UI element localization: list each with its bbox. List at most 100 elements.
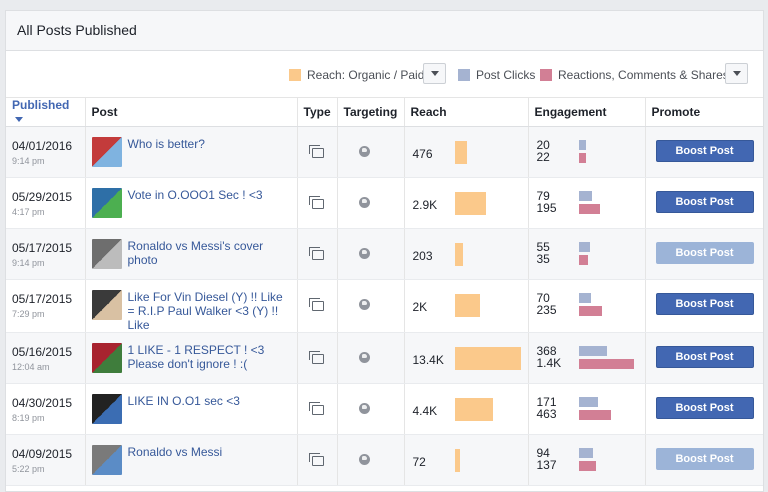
panel-title: All Posts Published [6,11,763,51]
post-thumbnail[interactable] [91,343,122,373]
chevron-down-icon [732,71,741,76]
reactions-value: 137 [536,458,557,472]
column-published[interactable]: Published [6,98,86,127]
boost-post-button[interactable]: Boost Post [655,397,754,419]
column-type[interactable]: Type [297,98,338,127]
table-row[interactable]: 05/17/2015 9:14 pm Ronaldo vs Messi's cove… [6,228,763,280]
boost-post-button[interactable]: Boost Post [655,140,754,162]
published-cell: 05/16/2015 12:04 am [6,332,86,384]
type-cell [297,383,338,435]
type-cell [297,332,338,384]
table-row[interactable]: 05/29/2015 4:17 pm Vote in O.OOO1 Sec ! <3… [6,177,763,229]
type-cell [297,177,338,229]
globe-icon [358,403,370,414]
post-thumbnail[interactable] [91,394,122,424]
published-cell: 04/09/2015 5:22 pm [6,434,86,486]
table-row[interactable]: 05/16/2015 12:04 am 1 LIKE - 1 RESPECT ! <… [6,332,763,384]
column-promote[interactable]: Promote [645,98,763,127]
reactions-bar [578,306,602,316]
reach-value: 2.9K [412,198,438,212]
column-post[interactable]: Post [85,98,298,127]
boost-post-button[interactable]: Boost Post [655,448,754,470]
globe-icon [358,454,370,465]
engagement-cell: 368 1.4K [528,332,646,384]
post-link[interactable]: Vote in O.OOO1 Sec ! <3 [127,188,263,202]
boost-post-button[interactable]: Boost Post [655,242,754,264]
reach-bar [454,294,480,317]
post-link[interactable]: Like For Vin Diesel (Y) !! Like = R.I.P … [127,290,283,332]
reactions-swatch-icon [540,69,552,81]
reach-dropdown-button[interactable] [423,63,446,84]
post-link[interactable]: LIKE IN O.O1 sec <3 [127,394,240,408]
post-link[interactable]: Ronaldo vs Messi [127,445,223,459]
table-row[interactable]: 04/30/2015 8:19 pm LIKE IN O.O1 sec <3 4.4K… [6,383,763,435]
post-clicks-bar [578,293,591,303]
type-cell [297,279,338,333]
clicks-swatch-icon [458,69,470,81]
reach-bar [454,243,463,266]
chevron-down-icon [430,71,439,76]
promote-cell: Boost Post [645,126,763,178]
legend-reactions-label: Reactions, Comments & Shares [558,68,729,82]
posts-table: Published Post Type Targeting Reach Enga… [6,98,763,486]
column-engagement[interactable]: Engagement [528,98,646,127]
reach-swatch-icon [289,69,301,81]
reach-value: 203 [412,249,433,263]
post-link[interactable]: 1 LIKE - 1 RESPECT ! <3 Please don't ign… [127,343,265,371]
engagement-cell: 20 22 [528,126,646,178]
reach-cell: 476 [404,126,529,178]
post-link[interactable]: Ronaldo vs Messi's cover photo [127,239,264,267]
post-clicks-bar [578,346,607,356]
post-thumbnail[interactable] [91,137,122,167]
column-targeting[interactable]: Targeting [337,98,405,127]
post-cell: Who is better? [85,126,298,178]
post-cell: LIKE IN O.O1 sec <3 [85,383,298,435]
post-thumbnail[interactable] [91,239,122,269]
reach-cell: 72 [404,434,529,486]
album-icon [308,298,324,311]
boost-post-button[interactable]: Boost Post [655,191,754,213]
post-clicks-value: 70 [536,291,550,305]
column-reach[interactable]: Reach [404,98,529,127]
table-row[interactable]: 04/01/2016 9:14 pm Who is better? 476 20 22 Bo… [6,126,763,178]
targeting-cell [337,228,405,280]
post-thumbnail[interactable] [91,445,122,475]
legend-reach-label: Reach: Organic / Paid [307,68,425,82]
post-thumbnail[interactable] [91,188,122,218]
reactions-bar [578,255,588,265]
legend-clicks: Post Clicks [458,68,535,82]
table-header-row: Published Post Type Targeting Reach Enga… [6,98,763,127]
globe-icon [358,352,370,363]
table-row[interactable]: 04/09/2015 5:22 pm Ronaldo vs Messi 72 94 137… [6,434,763,486]
post-date: 05/29/2015 [12,190,73,204]
post-clicks-bar [578,242,590,252]
targeting-cell [337,332,405,384]
reactions-value: 195 [536,201,557,215]
engagement-dropdown-button[interactable] [725,63,748,84]
post-time: 9:14 pm [12,156,45,166]
boost-post-button[interactable]: Boost Post [655,293,754,315]
published-cell: 04/01/2016 9:14 pm [6,126,86,178]
album-icon [308,196,324,209]
reach-bar [454,141,467,164]
post-link[interactable]: Who is better? [127,137,205,151]
post-clicks-value: 94 [536,446,550,460]
post-clicks-value: 20 [536,138,550,152]
album-icon [308,351,324,364]
table-row[interactable]: 05/17/2015 7:29 pm Like For Vin Diesel (Y)… [6,279,763,333]
all-posts-panel: All Posts Published Reach: Organic / Pai… [5,10,764,492]
post-time: 12:04 am [12,362,50,372]
album-icon [308,247,324,260]
globe-icon [358,248,370,259]
post-time: 8:19 pm [12,413,45,423]
legend-bar: Reach: Organic / Paid Post Clicks Reacti… [6,51,763,98]
post-clicks-value: 55 [536,240,550,254]
published-cell: 05/17/2015 9:14 pm [6,228,86,280]
album-icon [308,453,324,466]
post-clicks-bar [578,397,598,407]
reactions-bar [578,410,611,420]
reactions-value: 1.4K [536,356,562,370]
type-cell [297,434,338,486]
boost-post-button[interactable]: Boost Post [655,346,754,368]
post-thumbnail[interactable] [91,290,122,320]
